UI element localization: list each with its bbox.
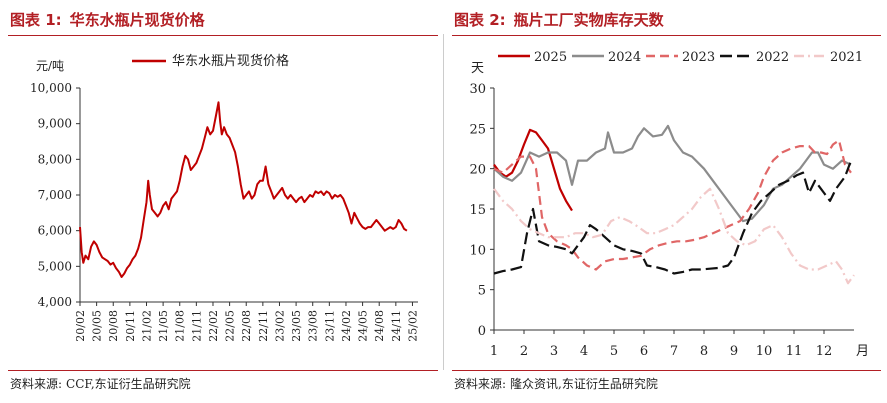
chart2-x-tick-label: 10 (756, 344, 773, 359)
chart2-x-tick-label: 12 (816, 344, 833, 359)
chart2-source: 资料来源: 隆众资讯,东证衍生品研究院 (454, 375, 662, 392)
chart1-unit-label: 元/吨 (36, 59, 64, 73)
chart1-figure-label: 图表 1: (10, 11, 62, 29)
chart2-footer-rule (452, 370, 881, 371)
chart1-source-text: CCF,东证衍生品研究院 (66, 377, 191, 391)
chart2-unit-label: 天 (471, 61, 484, 76)
chart1-x-tick-label: 24/05 (357, 310, 370, 342)
chart2-series-line-2021 (493, 187, 855, 285)
chart1-x-tick-label: 23/11 (323, 310, 336, 342)
chart1-y-tick-label: 7,000 (38, 188, 72, 202)
chart1-y-tick-label: 10,000 (30, 81, 72, 95)
chart1-x-tick-label: 25/02 (406, 310, 419, 342)
chart1-x-tick-label: 21/02 (140, 310, 153, 342)
chart2-y-tick-label: 20 (469, 163, 486, 178)
chart2-x-axis-label: 月 (856, 344, 869, 359)
chart1-x-tick-label: 23/05 (290, 310, 303, 342)
chart1-x-tick-label: 23/02 (273, 310, 286, 342)
chart1-source: 资料来源: CCF,东证衍生品研究院 (10, 375, 195, 392)
chart1-x-tick-label: 22/11 (257, 310, 270, 342)
chart2-legend-label: 2023 (682, 50, 715, 65)
chart1-x-tick-label: 20/08 (107, 310, 120, 342)
chart1-x-tick-label: 24/08 (373, 310, 386, 342)
chart1-y-tick-label: 9,000 (38, 117, 72, 131)
chart2-x-tick-label: 9 (730, 344, 738, 359)
panel-divider (443, 34, 444, 370)
chart2-source-text: 隆众资讯,东证衍生品研究院 (510, 377, 658, 391)
chart2-legend-label: 2021 (830, 50, 863, 65)
chart2-x-tick-label: 4 (580, 344, 588, 359)
chart2-legend-label: 2024 (608, 50, 641, 65)
chart1-title-text: 华东水瓶片现货价格 (69, 11, 205, 29)
chart2-x-tick-label: 5 (610, 344, 618, 359)
panel-inventory-days: 图表 2: 瓶片工厂实物库存天数 0 5 10 15 20 25 30 天 1 2 3 4 5 6 7 8 9 10… (444, 0, 887, 403)
chart1-legend-label: 华东水瓶片现货价格 (172, 53, 289, 69)
chart2-x-tick-label: 8 (700, 344, 708, 359)
chart2-title-rule (452, 35, 881, 36)
chart2-series-line-2025 (493, 128, 573, 212)
chart2-y-tick-label: 10 (469, 243, 486, 258)
chart1-series-line (79, 101, 408, 278)
chart1-x-tick-label: 22/08 (240, 310, 253, 342)
chart2-y-tick-label: 15 (469, 203, 486, 218)
chart1-x-tick-label: 20/11 (124, 310, 137, 342)
chart2-series-line-2022 (493, 160, 853, 275)
chart1-x-tick-label: 23/08 (307, 310, 320, 342)
chart2-x-tick-label: 3 (550, 344, 558, 359)
chart1-y-tick-label: 8,000 (38, 152, 72, 166)
chart2-series-line-2023 (493, 139, 852, 271)
chart1-y-tick-label: 5,000 (38, 259, 72, 273)
chart1-source-label: 资料来源: (10, 377, 63, 391)
chart2-legend-label: 2025 (534, 50, 567, 65)
chart2-y-tick-label: 0 (478, 324, 486, 339)
chart2-y-tick-label: 25 (469, 122, 486, 137)
chart2-y-tick-label: 30 (469, 82, 486, 97)
chart2-x-tick-label: 7 (670, 344, 678, 359)
chart2-title-text: 瓶片工厂实物库存天数 (513, 11, 664, 29)
chart2-figure-label: 图表 2: (454, 11, 506, 29)
chart1-x-tick-label: 22/02 (207, 310, 220, 342)
panel-spot-price: 图表 1: 华东水瓶片现货价格 4,000 5,000 6,000 7,000 8,000… (8, 9, 438, 392)
chart1-y-tick-label: 4,000 (38, 295, 72, 309)
chart2-x-tick-label: 2 (520, 344, 528, 359)
chart2-y-tick-label: 5 (478, 284, 486, 299)
chart1-svg: 4,000 5,000 6,000 7,000 8,000 9,000 10,000 元/吨 2… (30, 53, 419, 342)
chart2-series-line-2024 (493, 124, 852, 223)
chart1-x-tick-label: 24/02 (340, 310, 353, 342)
chart1-x-tick-label: 20/02 (74, 310, 87, 342)
chart2-x-tick-label: 11 (786, 344, 803, 359)
chart2-x-tick-label: 1 (490, 344, 498, 359)
chart1-x-tick-label: 24/11 (390, 310, 403, 342)
chart2-source-label: 资料来源: (454, 377, 507, 391)
chart1-y-tick-label: 6,000 (38, 224, 72, 238)
chart1-footer-rule (8, 370, 438, 371)
chart2-legend-label: 2022 (756, 50, 789, 65)
chart1-title: 图表 1: 华东水瓶片现货价格 (10, 9, 213, 30)
chart1-title-rule (8, 35, 438, 36)
chart1-x-tick-label: 21/11 (190, 310, 203, 342)
chart2-x-tick-label: 6 (640, 344, 648, 359)
chart2-title: 图表 2: 瓶片工厂实物库存天数 (454, 9, 672, 30)
chart1-x-tick-label: 21/05 (157, 310, 170, 342)
chart1-x-tick-label: 22/05 (224, 310, 237, 342)
chart1-x-tick-label: 21/08 (174, 310, 187, 342)
chart1-x-tick-label: 20/05 (91, 310, 104, 342)
